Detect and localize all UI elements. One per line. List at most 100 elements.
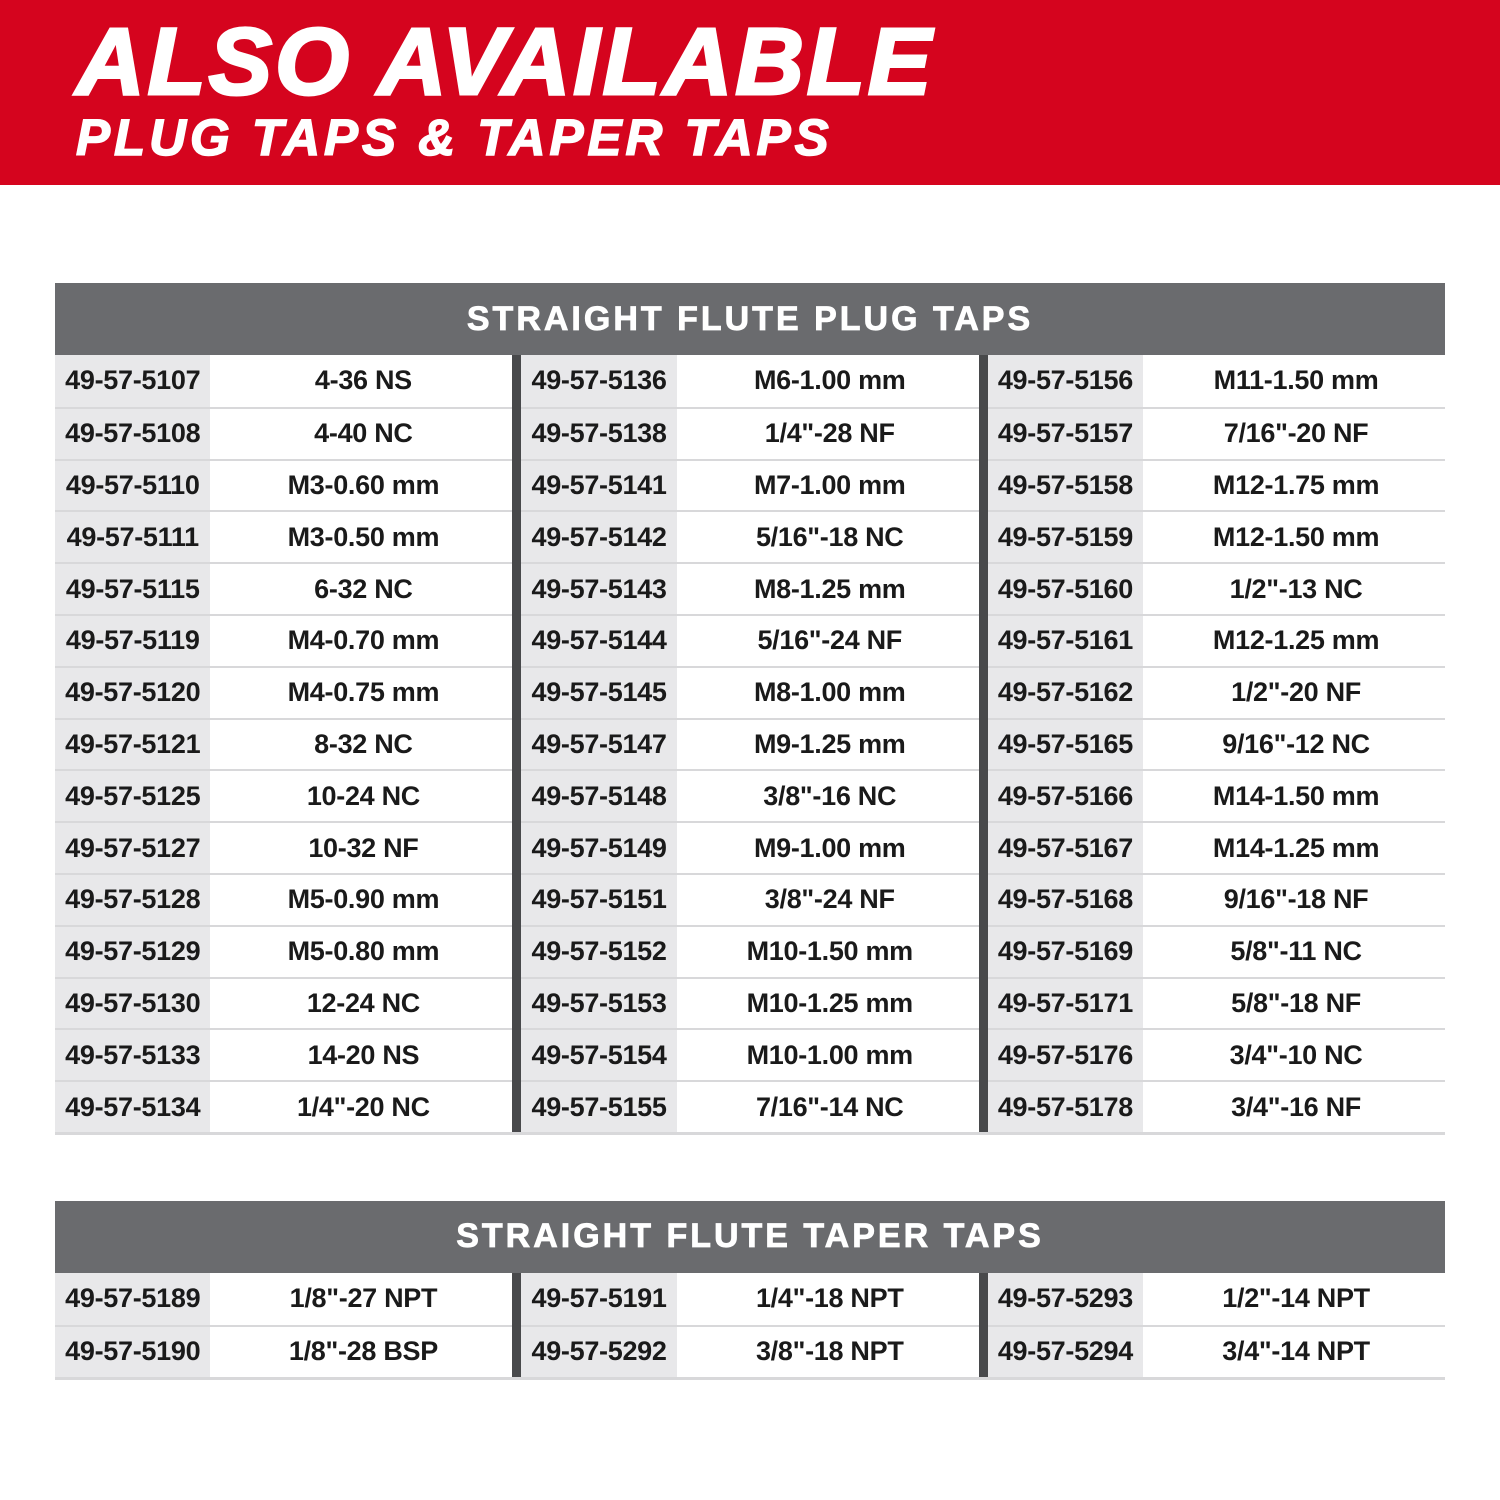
part-number-cell: 49-57-5148: [521, 771, 677, 822]
table-row: 49-57-5136 M6-1.00 mm: [521, 355, 979, 407]
table-row: 49-57-5128 M5-0.90 mm: [55, 872, 513, 925]
thread-size-cell: 5/16"-18 NC: [680, 512, 979, 563]
table-row: 49-57-5142 5/16"-18 NC: [521, 510, 979, 563]
table-row: 49-57-5160 1/2"-13 NC: [987, 562, 1445, 614]
part-number-cell: 49-57-5128: [55, 874, 211, 925]
thread-size-cell: M4-0.75 mm: [214, 667, 513, 718]
thread-size-cell: 3/4"-10 NC: [1147, 1030, 1445, 1081]
thread-size-cell: 3/8"-24 NF: [680, 874, 979, 925]
part-number-cell: 49-57-5167: [987, 823, 1144, 873]
part-number-cell: 49-57-5165: [987, 719, 1144, 770]
thread-size-cell: M9-1.00 mm: [680, 823, 979, 873]
table-row: 49-57-5145 M8-1.00 mm: [521, 665, 979, 718]
table-row: 49-57-5176 3/4"-10 NC: [987, 1028, 1445, 1081]
thread-size-cell: M10-1.50 mm: [680, 926, 979, 977]
thread-size-cell: M9-1.25 mm: [680, 719, 979, 770]
part-number-cell: 49-57-5138: [521, 408, 677, 459]
thread-size-cell: 1/4"-20 NC: [214, 1082, 513, 1132]
table-row: 49-57-5121 8-32 NC: [55, 717, 513, 770]
banner: ALSO AVAILABLE PLUG TAPS & TAPER TAPS: [0, 0, 1500, 185]
table-row: 49-57-5120 M4-0.75 mm: [55, 665, 513, 718]
taper-taps-table: STRAIGHT FLUTE TAPER TAPS 49-57-5189 1/8…: [55, 1200, 1445, 1380]
table-row: 49-57-5133 14-20 NS: [55, 1028, 513, 1081]
table-row: 49-57-5292 3/8"-18 NPT: [521, 1324, 979, 1377]
part-number-cell: 49-57-5156: [987, 355, 1144, 407]
part-number-cell: 49-57-5111: [55, 512, 211, 563]
column-group: 49-57-5136 M6-1.00 mm 49-57-5138 1/4"-28…: [521, 355, 979, 1132]
part-number-cell: 49-57-5130: [55, 978, 211, 1029]
thread-size-cell: 5/8"-18 NF: [1147, 978, 1445, 1029]
part-number-cell: 49-57-5119: [55, 615, 211, 666]
table-row: 49-57-5168 9/16"-18 NF: [987, 872, 1445, 925]
thread-size-cell: 3/8"-18 NPT: [680, 1326, 979, 1377]
part-number-cell: 49-57-5108: [55, 408, 211, 459]
table-row: 49-57-5111 M3-0.50 mm: [55, 510, 513, 563]
thread-size-cell: 4-40 NC: [214, 408, 513, 459]
taper-taps-table-title: STRAIGHT FLUTE TAPER TAPS: [55, 1200, 1445, 1273]
part-number-cell: 49-57-5127: [55, 823, 211, 873]
table-row: 49-57-5191 1/4"-18 NPT: [521, 1272, 979, 1325]
thread-size-cell: M5-0.90 mm: [214, 874, 513, 925]
part-number-cell: 49-57-5162: [987, 667, 1144, 718]
thread-size-cell: 9/16"-12 NC: [1147, 719, 1445, 770]
thread-size-cell: M12-1.25 mm: [1147, 615, 1445, 666]
thread-size-cell: M3-0.60 mm: [214, 460, 513, 511]
thread-size-cell: 9/16"-18 NF: [1147, 874, 1445, 925]
part-number-cell: 49-57-5115: [55, 564, 211, 614]
part-number-cell: 49-57-5169: [987, 926, 1144, 977]
table-row: 49-57-5141 M7-1.00 mm: [521, 458, 979, 511]
part-number-cell: 49-57-5168: [987, 874, 1144, 925]
part-number-cell: 49-57-5141: [521, 460, 677, 511]
thread-size-cell: M14-1.50 mm: [1147, 771, 1445, 822]
table-row: 49-57-5153 M10-1.25 mm: [521, 976, 979, 1029]
part-number-cell: 49-57-5293: [987, 1272, 1144, 1325]
table-row: 49-57-5144 5/16"-24 NF: [521, 613, 979, 666]
part-number-cell: 49-57-5125: [55, 771, 211, 822]
thread-size-cell: 14-20 NS: [214, 1030, 513, 1081]
thread-size-cell: 7/16"-20 NF: [1147, 408, 1445, 459]
thread-size-cell: M6-1.00 mm: [680, 355, 979, 407]
thread-size-cell: M3-0.50 mm: [214, 512, 513, 563]
part-number-cell: 49-57-5153: [521, 978, 677, 1029]
table-row: 49-57-5130 12-24 NC: [55, 976, 513, 1029]
thread-size-cell: M8-1.25 mm: [680, 564, 979, 614]
plug-taps-table-title: STRAIGHT FLUTE PLUG TAPS: [55, 283, 1445, 355]
thread-size-cell: M14-1.25 mm: [1147, 823, 1445, 873]
plug-taps-table-body: 49-57-5107 4-36 NS 49-57-5108 4-40 NC 49…: [55, 355, 1445, 1135]
thread-size-cell: 7/16"-14 NC: [680, 1082, 979, 1132]
banner-subtitle: PLUG TAPS & TAPER TAPS: [75, 109, 833, 167]
part-number-cell: 49-57-5161: [987, 615, 1144, 666]
table-row: 49-57-5157 7/16"-20 NF: [987, 406, 1445, 459]
table-row: 49-57-5129 M5-0.80 mm: [55, 924, 513, 977]
table-row: 49-57-5148 3/8"-16 NC: [521, 769, 979, 822]
thread-size-cell: 8-32 NC: [214, 719, 513, 770]
table-row: 49-57-5134 1/4"-20 NC: [55, 1080, 513, 1132]
thread-size-cell: 3/8"-16 NC: [680, 771, 979, 822]
table-row: 49-57-5127 10-32 NF: [55, 821, 513, 873]
part-number-cell: 49-57-5166: [987, 771, 1144, 822]
thread-size-cell: 1/2"-20 NF: [1147, 667, 1445, 718]
part-number-cell: 49-57-5129: [55, 926, 211, 977]
table-row: 49-57-5294 3/4"-14 NPT: [987, 1324, 1445, 1377]
table-row: 49-57-5293 1/2"-14 NPT: [987, 1272, 1445, 1325]
table-row: 49-57-5115 6-32 NC: [55, 562, 513, 614]
table-row: 49-57-5167 M14-1.25 mm: [987, 821, 1445, 873]
part-number-cell: 49-57-5133: [55, 1030, 211, 1081]
table-row: 49-57-5159 M12-1.50 mm: [987, 510, 1445, 563]
part-number-cell: 49-57-5144: [521, 615, 677, 666]
thread-size-cell: 1/8"-28 BSP: [214, 1326, 513, 1377]
column-divider: [978, 1272, 988, 1377]
column-group: 49-57-5156 M11-1.50 mm 49-57-5157 7/16"-…: [987, 355, 1445, 1132]
table-row: 49-57-5161 M12-1.25 mm: [987, 613, 1445, 666]
thread-size-cell: M4-0.70 mm: [214, 615, 513, 666]
thread-size-cell: 10-32 NF: [214, 823, 513, 873]
thread-size-cell: M8-1.00 mm: [680, 667, 979, 718]
taper-taps-table-body: 49-57-5189 1/8"-27 NPT 49-57-5190 1/8"-2…: [55, 1272, 1445, 1380]
table-row: 49-57-5154 M10-1.00 mm: [521, 1028, 979, 1081]
part-number-cell: 49-57-5120: [55, 667, 211, 718]
table-row: 49-57-5169 5/8"-11 NC: [987, 924, 1445, 977]
thread-size-cell: 5/16"-24 NF: [680, 615, 979, 666]
thread-size-cell: M10-1.25 mm: [680, 978, 979, 1029]
part-number-cell: 49-57-5176: [987, 1030, 1144, 1081]
